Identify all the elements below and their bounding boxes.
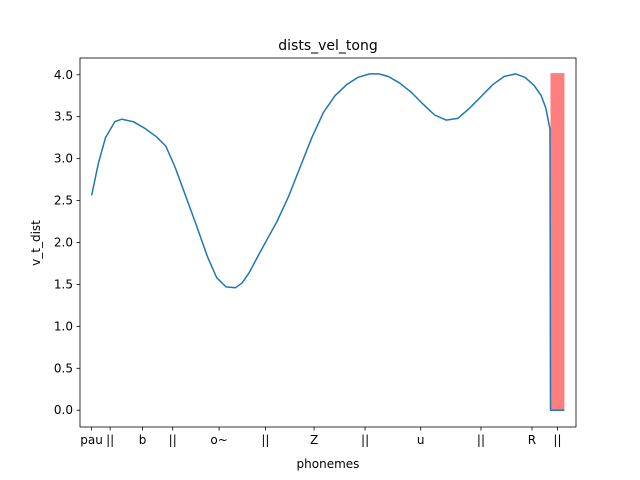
y-tick-label: 4.0 xyxy=(54,68,73,82)
x-tick-label: u xyxy=(417,433,425,447)
x-tick-label: || xyxy=(106,433,114,447)
x-tick-label: pau xyxy=(80,433,103,447)
x-tick-label: Z xyxy=(310,433,318,447)
y-tick-label: 0.0 xyxy=(54,403,73,417)
series-line-0 xyxy=(90,73,565,411)
y-tick-label: 1.0 xyxy=(54,319,73,333)
x-axis: pau || b || o~ || Z || u || R || xyxy=(80,427,562,447)
x-tick-label: o~ xyxy=(210,433,227,447)
y-tick-label: 0.5 xyxy=(54,361,73,375)
x-axis-label: phonemes xyxy=(297,457,360,471)
y-tick-label: 3.0 xyxy=(54,152,73,166)
highlight-bar-0 xyxy=(550,73,565,411)
x-tick-label: || xyxy=(261,433,269,447)
x-tick-label: b xyxy=(139,433,147,447)
x-tick-label: || xyxy=(169,433,177,447)
y-axis: 0.0 0.5 1.0 1.5 2.0 2.5 3.0 3.5 4.0 xyxy=(54,68,80,417)
x-tick-label: || xyxy=(477,433,485,447)
x-tick-label: R xyxy=(528,433,536,447)
y-tick-label: 3.5 xyxy=(54,110,73,124)
chart-title: dists_vel_tong xyxy=(278,38,377,54)
plot-area xyxy=(79,57,577,428)
y-axis-label: v_t_dist xyxy=(29,220,43,266)
x-tick-label: || xyxy=(553,433,561,447)
y-tick-label: 1.5 xyxy=(54,277,73,291)
y-tick-label: 2.5 xyxy=(54,194,73,208)
y-tick-label: 2.0 xyxy=(54,236,73,250)
x-tick-label: || xyxy=(361,433,369,447)
